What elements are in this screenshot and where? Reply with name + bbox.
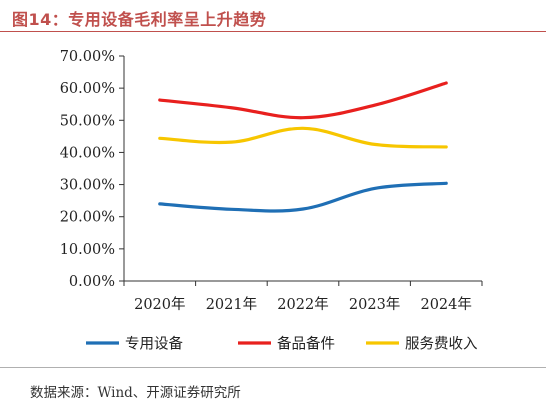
title-divider: [0, 31, 546, 32]
series-line-2: [158, 81, 448, 120]
figure-title: 图14：专用设备毛利率呈上升趋势: [12, 10, 267, 29]
legend: 专用设备 备品备件 服务费收入: [86, 336, 478, 353]
x-axis: 2020年 2021年 2022年 2023年 2024年: [123, 280, 483, 313]
y-tick-label: 10.00%: [60, 242, 115, 258]
x-tick-label: 2023年: [349, 296, 400, 313]
series-layer: [158, 81, 448, 213]
series-line-3: [158, 126, 448, 149]
y-tick-label: 20.00%: [60, 210, 115, 226]
x-tick-label: 2022年: [277, 296, 328, 313]
y-tick-label: 50.00%: [60, 113, 115, 129]
y-tick-label: 30.00%: [60, 178, 115, 194]
line-chart: 0.00% 10.00% 20.00% 30.00% 40.00% 50.00% 60.00…: [60, 49, 483, 353]
y-axis: 0.00% 10.00% 20.00% 30.00% 40.00% 50.00% 60.00…: [60, 49, 125, 290]
x-tick-label: 2021年: [206, 296, 257, 313]
legend-label: 备品备件: [277, 336, 335, 353]
series-line-1: [158, 181, 448, 213]
y-tick-label: 70.00%: [60, 49, 115, 65]
legend-label: 服务费收入: [405, 336, 478, 353]
legend-label: 专用设备: [125, 336, 183, 353]
y-tick-label: 40.00%: [60, 145, 115, 161]
y-tick-label: 60.00%: [60, 81, 115, 97]
source-divider: [0, 367, 546, 368]
y-tick-label: 0.00%: [69, 274, 115, 290]
x-tick-label: 2024年: [420, 296, 471, 313]
source-note: 数据来源：Wind、开源证券研究所: [30, 385, 241, 401]
x-tick-label: 2020年: [134, 296, 185, 313]
